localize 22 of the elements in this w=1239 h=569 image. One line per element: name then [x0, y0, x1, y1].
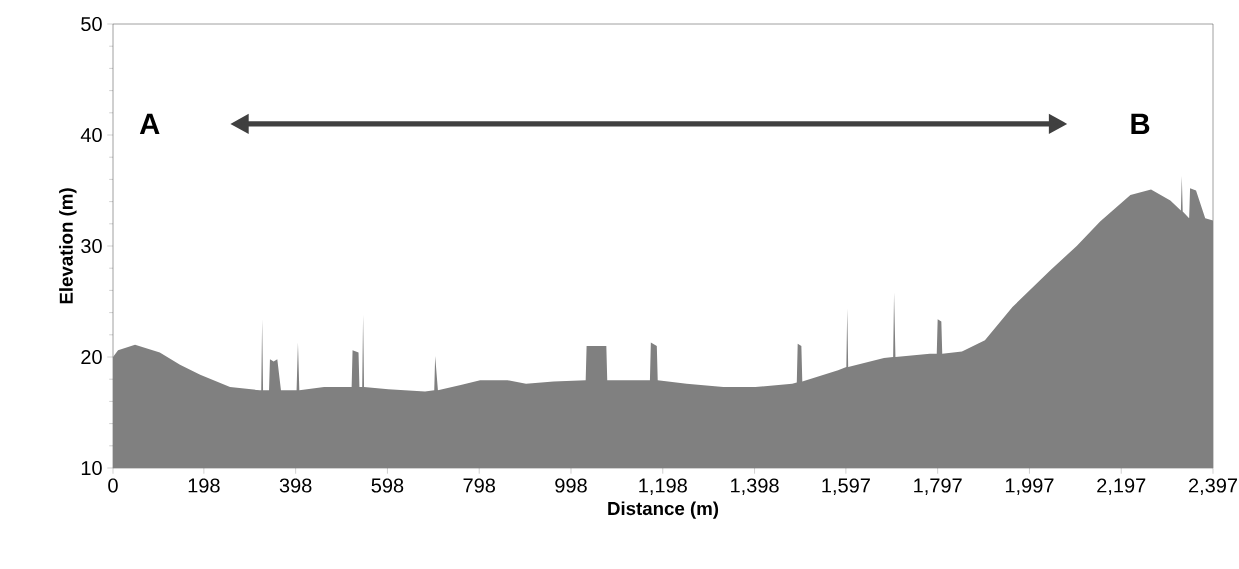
annotation: A [139, 113, 160, 134]
y-axis-title: Elevation (m) [59, 188, 77, 304]
y-tick-label: 30 [81, 238, 102, 254]
y-tick-label: 10 [81, 460, 102, 476]
x-tick-label: 398 [279, 478, 312, 493]
x-tick-label: 1,997 [1005, 478, 1054, 495]
x-tick-label: 0 [108, 478, 118, 493]
x-tick-label: 198 [188, 478, 220, 493]
y-tick-label: 40 [80, 127, 102, 143]
y-tick-label: 20 [81, 349, 102, 365]
x-tick-label: 1,398 [731, 478, 779, 495]
x-tick-label: 2,397 [1188, 478, 1238, 495]
x-axis-title: Distance (m) [608, 501, 719, 519]
x-tick-label: 598 [371, 478, 404, 493]
x-tick-label: 1,597 [822, 478, 870, 495]
x-tick-label: 1,797 [914, 478, 962, 495]
annotation: B [1131, 113, 1150, 134]
x-tick-label: 2,197 [1097, 478, 1146, 495]
x-tick-label: 998 [555, 478, 587, 493]
y-tick-label: 50 [81, 16, 102, 32]
x-tick-label: 1,198 [639, 478, 687, 495]
x-tick-label: 798 [463, 478, 496, 493]
